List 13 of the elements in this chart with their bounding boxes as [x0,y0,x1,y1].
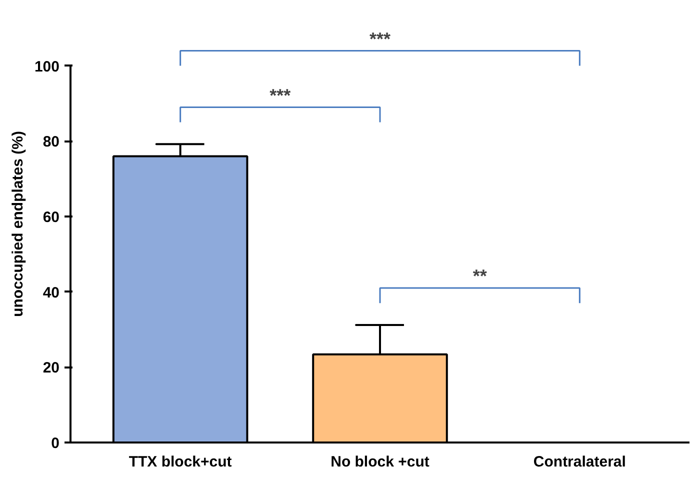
y-tick-label: 80 [42,134,60,151]
y-tick-label: 0 [51,435,60,452]
y-tick-label: 40 [42,284,60,302]
annotation: ** [472,266,487,286]
y-axis-title: unoccupied endplates (%) [9,131,26,317]
y-tick-label: 20 [42,360,60,377]
x-tick-label: No block +cut [330,454,430,470]
y-tick-label: 60 [42,208,60,226]
x-tick-label: TTX block+cut [128,454,232,470]
annotation: *** [270,85,291,106]
text: *** [369,28,391,49]
y-tick-label: 100 [34,58,60,76]
x-tick-label: Contralateral [533,454,626,470]
